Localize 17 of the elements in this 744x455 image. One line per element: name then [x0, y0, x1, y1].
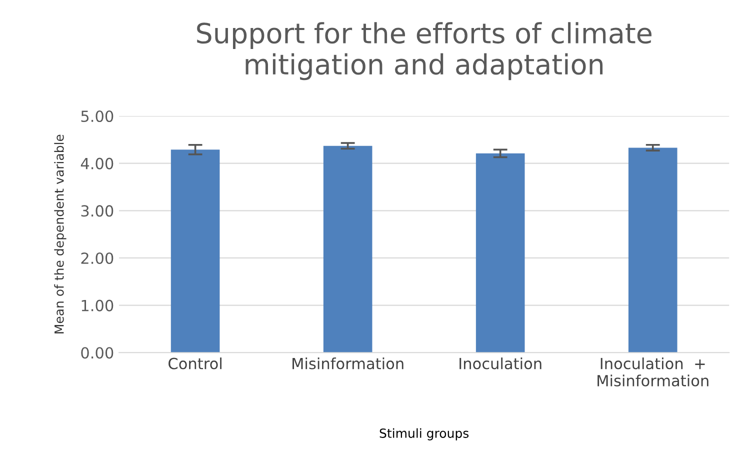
chart-title: Support for the efforts of climate mitigation and adaptation [197, 22, 652, 80]
bar [628, 148, 678, 353]
y-tick-label: 4.00 [80, 158, 114, 170]
x-tick-label: Inoculation [460, 357, 542, 370]
bar [323, 146, 372, 353]
x-tick-label: Inoculation + Misinformation [598, 357, 708, 386]
bar [476, 153, 525, 353]
y-tick-label: 1.00 [82, 300, 114, 312]
y-tick-label: 0.00 [81, 347, 114, 359]
x-tick-label: Control [168, 357, 222, 370]
y-axis-title: Mean of the dependent variable [54, 134, 66, 334]
y-tick-label: 2.00 [81, 252, 114, 264]
y-tick-label: 5.00 [81, 110, 114, 122]
x-axis-title: Stimuli groups [380, 428, 469, 440]
bar [170, 150, 220, 353]
x-tick-label: Misinformation [292, 357, 404, 370]
y-tick-label: 3.00 [81, 205, 114, 217]
